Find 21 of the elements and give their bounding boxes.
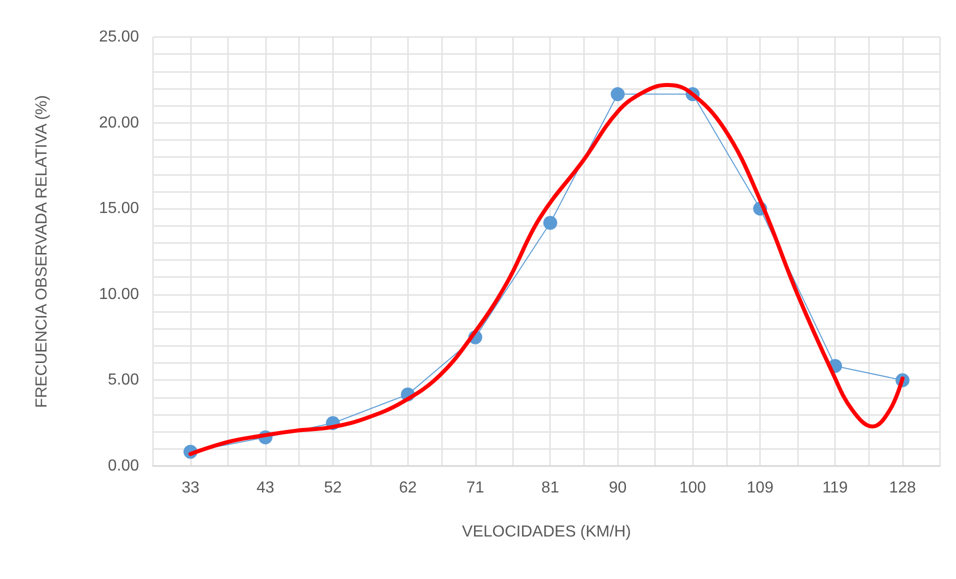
x-tick-label: 109 [746, 480, 774, 496]
x-tick-label: 62 [398, 480, 417, 496]
x-tick-label: 90 [608, 480, 627, 496]
point [543, 216, 558, 230]
x-tick-label: 43 [256, 480, 274, 496]
x-tick-label: 119 [822, 480, 848, 496]
y-tick-label: 10.00 [98, 286, 140, 303]
y-tick-label: 0.00 [108, 458, 140, 474]
point [610, 87, 625, 102]
x-tick-label: 81 [541, 480, 560, 496]
x-tick-label: 52 [324, 480, 342, 496]
y-axis-title: FRECUENCIA OBSERVADA RELATIVA (%) [34, 95, 50, 408]
x-tick-label: 100 [679, 480, 706, 496]
x-axis-title: VELOCIDADES (KM/H) [462, 524, 631, 540]
x-tick-label: 33 [182, 480, 200, 496]
y-tick-label: 5.00 [108, 372, 140, 389]
x-tick-label: 71 [466, 480, 484, 496]
x-tick-label: 128 [889, 480, 916, 496]
y-tick-label: 25.00 [98, 28, 140, 46]
y-tick-label: 20.00 [98, 114, 140, 132]
y-tick-label: 15.00 [98, 200, 140, 218]
